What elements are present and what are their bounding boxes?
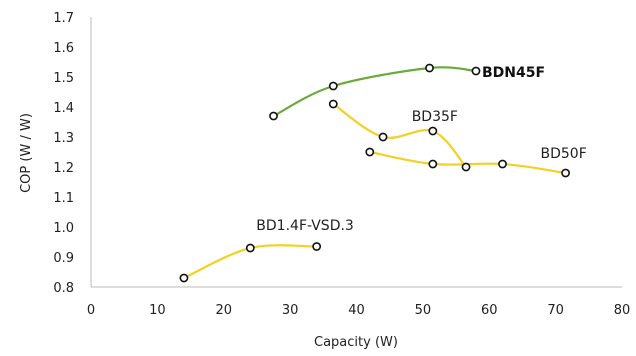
series-labels: BDN45F BD35F BD50F BD1.4F-VSD.3	[256, 65, 586, 234]
x-tick-label: 60	[481, 303, 498, 318]
series-line-bd35f	[332, 102, 468, 169]
y-tick-label: 0.8	[53, 281, 74, 296]
y-axis-ticks: 0.8 0.9 1.0 1.1 1.2 1.3 1.4 1.5 1.6 1.7	[53, 11, 74, 296]
x-tick-label: 40	[348, 303, 365, 318]
x-tick-label: 70	[547, 303, 564, 318]
axes	[90, 17, 622, 288]
data-point-bd35f	[328, 99, 338, 109]
y-tick-label: 1.5	[53, 71, 74, 86]
y-tick-label: 1.6	[53, 41, 74, 56]
data-point-bdn45f	[425, 63, 434, 73]
x-tick-label: 30	[282, 303, 299, 318]
series-points	[179, 63, 570, 283]
x-axis-title: Capacity (W)	[314, 335, 398, 350]
data-point-bdn45f	[269, 111, 278, 121]
data-point-bd50f	[561, 168, 570, 178]
data-point-bd35f	[461, 162, 471, 172]
x-axis-ticks: 0 10 20 30 40 50 60 70 80	[87, 303, 630, 318]
x-tick-label: 20	[215, 303, 232, 318]
data-point-bd50f	[428, 159, 438, 169]
y-tick-label: 0.9	[53, 251, 74, 266]
data-point-bd35f	[378, 132, 388, 142]
series-label-bd1-4f-vsd-3: BD1.4F-VSD.3	[256, 218, 354, 234]
x-tick-label: 50	[415, 303, 432, 318]
y-tick-label: 1.0	[53, 221, 74, 236]
data-point-bdn45f	[328, 81, 338, 91]
x-tick-label: 0	[87, 303, 95, 318]
x-tick-label: 10	[149, 303, 166, 318]
series-label-bdn45f: BDN45F	[482, 65, 545, 81]
x-tick-label: 80	[614, 303, 631, 318]
y-tick-label: 1.3	[53, 131, 74, 146]
data-point-bd1-4f-vsd-3	[245, 243, 255, 253]
data-point-bd35f	[428, 126, 438, 136]
data-point-bd50f	[365, 147, 375, 157]
y-tick-label: 1.1	[53, 191, 74, 206]
y-tick-label: 1.4	[53, 101, 74, 116]
series-label-bd35f: BD35F	[412, 109, 458, 125]
series-label-bd50f: BD50F	[541, 146, 587, 162]
series-line-bdn45f	[272, 66, 478, 118]
data-point-bd1-4f-vsd-3	[312, 242, 322, 251]
series-lines	[182, 66, 567, 280]
data-point-bdn45f	[471, 66, 481, 76]
y-tick-label: 1.2	[53, 161, 74, 176]
data-point-bd50f	[498, 159, 507, 169]
y-tick-label: 1.7	[53, 11, 74, 26]
y-axis-title: COP (W / W)	[19, 113, 34, 193]
data-point-bd1-4f-vsd-3	[179, 273, 189, 283]
